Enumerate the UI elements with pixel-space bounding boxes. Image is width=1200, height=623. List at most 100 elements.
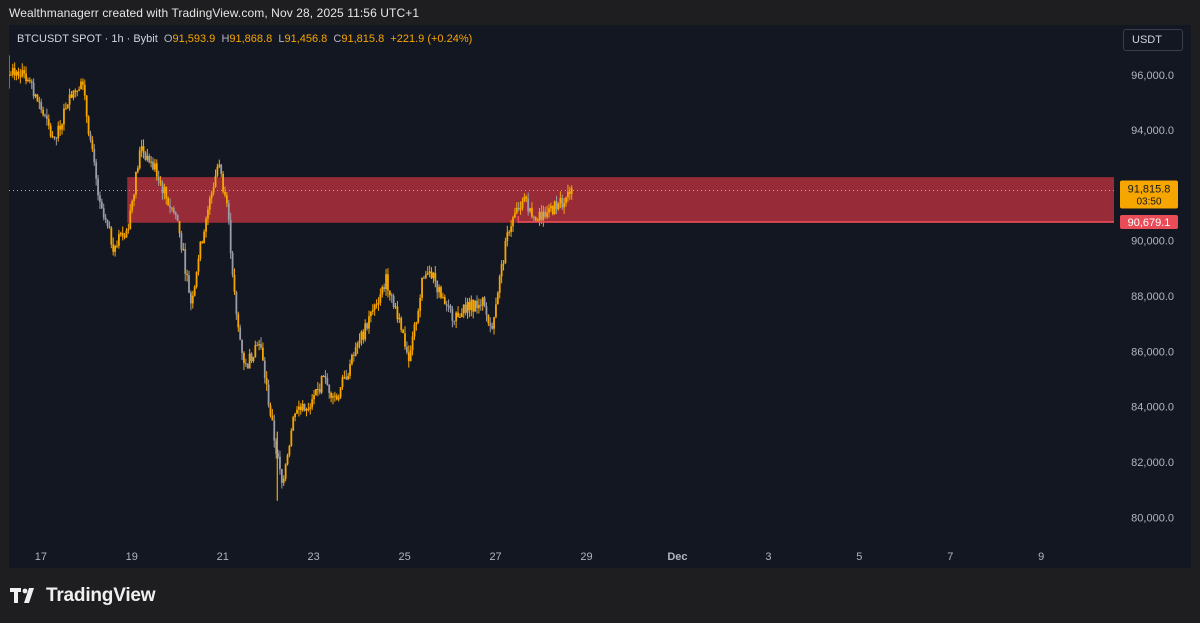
- candle-body: [91, 139, 94, 149]
- candle-body: [553, 201, 556, 215]
- candle-body: [208, 198, 211, 210]
- bar-countdown: 03:50: [1136, 197, 1161, 208]
- brand-name: TradingView: [46, 585, 156, 606]
- candle-body: [188, 275, 190, 293]
- candle-body: [152, 161, 154, 170]
- time-tick-label: 25: [398, 551, 410, 563]
- candle-body: [176, 214, 179, 222]
- candle-body: [191, 295, 194, 304]
- candle-body: [123, 236, 126, 238]
- candle-body: [345, 376, 348, 380]
- candle-body: [423, 277, 425, 279]
- candle-body: [59, 125, 62, 130]
- candle-body: [169, 205, 171, 208]
- candle-body: [428, 271, 431, 273]
- chart-panel[interactable]: 96,000.0 94,000.0 90,000.0 88,000.0 86,000.0…: [9, 25, 1191, 568]
- candle-body: [83, 84, 86, 96]
- candle-body: [172, 208, 175, 213]
- candle-body: [481, 297, 484, 306]
- candle-body: [193, 286, 196, 296]
- candle-body: [339, 387, 342, 398]
- candle-body: [404, 333, 406, 347]
- candle-body: [271, 415, 274, 421]
- candle-body: [358, 340, 361, 344]
- candle-body: [95, 162, 98, 179]
- candle-body: [369, 311, 372, 317]
- candle-body: [402, 329, 405, 334]
- candle-body: [523, 196, 526, 202]
- zone-layer: [127, 177, 1114, 223]
- time-tick-label: 21: [217, 551, 229, 563]
- candle-body: [368, 316, 370, 329]
- candle-body: [119, 232, 122, 235]
- candle-body: [102, 208, 105, 218]
- candle-body: [561, 198, 564, 208]
- candle-body: [27, 79, 29, 82]
- candle-body: [500, 264, 503, 277]
- price-tick-label: 88,000.0: [1131, 291, 1174, 303]
- candle-body: [80, 81, 82, 90]
- symbol-legend: BTCUSDT SPOT · 1h · Bybit O91,593.9 H91,…: [17, 33, 472, 45]
- time-axis: 17 19 21 23 25 27 29 Dec 3 5 7 9: [35, 551, 1045, 563]
- candle-body: [407, 352, 410, 362]
- candle-body: [468, 301, 471, 311]
- symbol-name: BTCUSDT SPOT · 1h · Bybit: [17, 33, 158, 45]
- candle-body: [337, 397, 340, 400]
- time-tick-label: 17: [35, 551, 47, 563]
- candle-body: [258, 344, 261, 346]
- candle-body: [396, 306, 399, 320]
- candle-body: [36, 94, 39, 102]
- candle-body: [567, 191, 569, 198]
- candle-body: [23, 70, 26, 74]
- candle-body: [93, 148, 96, 163]
- candle-body: [466, 301, 469, 313]
- candle-body: [239, 327, 242, 340]
- candle-body: [441, 297, 444, 299]
- candle-body: [244, 363, 247, 365]
- candle-body: [479, 304, 482, 306]
- candle-body: [438, 287, 441, 293]
- candle-body: [108, 225, 111, 228]
- candle-body: [87, 116, 90, 135]
- candle-body: [366, 323, 369, 329]
- candle-body: [227, 203, 230, 220]
- candle-body: [32, 82, 35, 97]
- candle-body: [531, 208, 533, 217]
- candle-body: [51, 136, 54, 138]
- candle-body: [477, 304, 480, 309]
- candle-body: [163, 186, 166, 194]
- candle-body: [265, 378, 268, 385]
- candle-body: [49, 125, 52, 137]
- candle-body: [117, 234, 120, 246]
- change-value: +221.9 (+0.24%): [390, 33, 473, 45]
- candle-body: [112, 244, 115, 252]
- candle-body: [203, 231, 206, 243]
- candle-body: [451, 309, 454, 321]
- high-value: 91,868.8: [229, 33, 273, 45]
- candle-body: [131, 201, 134, 211]
- time-tick-label: 9: [1038, 551, 1044, 563]
- candle-body: [72, 90, 75, 98]
- candle-body: [426, 272, 429, 275]
- candle-body: [409, 350, 412, 362]
- candle-body: [76, 90, 79, 92]
- candle-body: [21, 70, 24, 77]
- candle-body: [216, 166, 219, 176]
- currency-button[interactable]: USDT: [1123, 29, 1183, 51]
- candle-body: [510, 226, 513, 232]
- candle-body: [559, 198, 562, 204]
- candle-body: [263, 360, 266, 379]
- candle-body: [392, 296, 395, 307]
- candle-body: [424, 274, 427, 278]
- candle-body: [63, 108, 65, 125]
- candle-body: [549, 206, 552, 209]
- candle-body: [385, 274, 387, 290]
- candle-body: [305, 409, 308, 411]
- candle-body: [153, 163, 156, 170]
- candle-body: [419, 297, 422, 311]
- candle-body: [81, 81, 84, 85]
- price-chart[interactable]: 96,000.0 94,000.0 90,000.0 88,000.0 86,000.0…: [9, 25, 1191, 568]
- candle-body: [390, 295, 393, 297]
- candle-body: [273, 420, 276, 441]
- candle-body: [142, 146, 145, 153]
